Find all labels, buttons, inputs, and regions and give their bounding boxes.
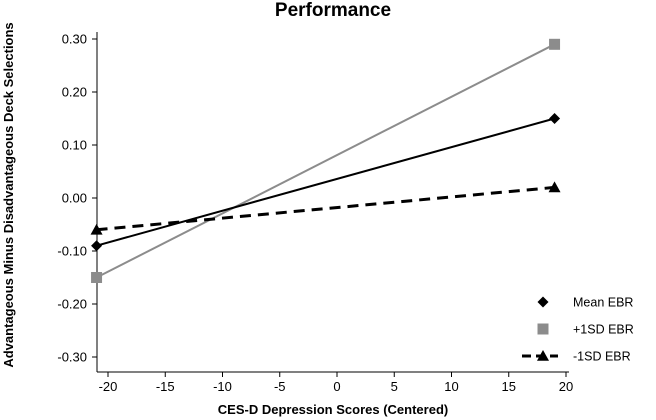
- series-line: [96, 117, 555, 247]
- series-0: [91, 113, 561, 252]
- x-tick-label: 10: [444, 379, 458, 394]
- legend-item: +1SD EBR: [537, 323, 634, 337]
- x-tick-label: -5: [274, 379, 286, 394]
- x-tick-label: -10: [213, 379, 232, 394]
- y-tick-label: 0.30: [62, 32, 87, 47]
- legend-marker: [537, 350, 549, 361]
- data-point: [548, 181, 561, 193]
- legend-label: Mean EBR: [573, 296, 633, 310]
- axes: [96, 32, 569, 373]
- data-point: [91, 240, 103, 252]
- legend-marker: [537, 323, 549, 335]
- series-line: [96, 43, 556, 279]
- data-point: [91, 272, 103, 283]
- legend-label: +1SD EBR: [573, 323, 634, 337]
- series-line: [96, 185, 555, 232]
- x-tick-label: -20: [99, 379, 118, 394]
- y-tick-label: 0.20: [62, 85, 87, 100]
- series-2: [90, 181, 561, 235]
- data-point: [549, 113, 561, 124]
- y-tick-label: 0.10: [62, 138, 87, 153]
- x-tick-label: 20: [559, 379, 573, 394]
- y-tick-label: -0.10: [57, 244, 87, 259]
- y-tick-label: -0.30: [57, 350, 87, 365]
- legend: Mean EBR +1SD EBR -1SD EBR: [522, 296, 634, 364]
- series-1: [91, 38, 561, 283]
- chart-title: Performance: [275, 0, 391, 21]
- x-tick-label: -15: [156, 379, 175, 394]
- legend-marker: [537, 296, 549, 308]
- x-ticks: -20 -15 -10 -5 0 5 10 15 20: [99, 372, 573, 394]
- data-point: [90, 223, 103, 235]
- y-axis-title: Advantageous Minus Disadvantageous Deck …: [1, 22, 16, 367]
- legend-item: -1SD EBR: [522, 350, 631, 364]
- y-tick-label: 0.00: [62, 191, 87, 206]
- y-ticks: 0.30 0.20 0.10 0.00 -0.10 -0.20 -0.30: [57, 32, 97, 365]
- legend-label: -1SD EBR: [573, 350, 631, 364]
- y-tick-label: -0.20: [57, 297, 87, 312]
- x-axis-title: CES-D Depression Scores (Centered): [218, 402, 448, 417]
- data-point: [549, 38, 561, 50]
- x-tick-label: 5: [391, 379, 398, 394]
- x-tick-label: 15: [502, 379, 516, 394]
- x-tick-label: 0: [333, 379, 340, 394]
- series-layer: [90, 38, 561, 283]
- legend-item: Mean EBR: [537, 296, 633, 310]
